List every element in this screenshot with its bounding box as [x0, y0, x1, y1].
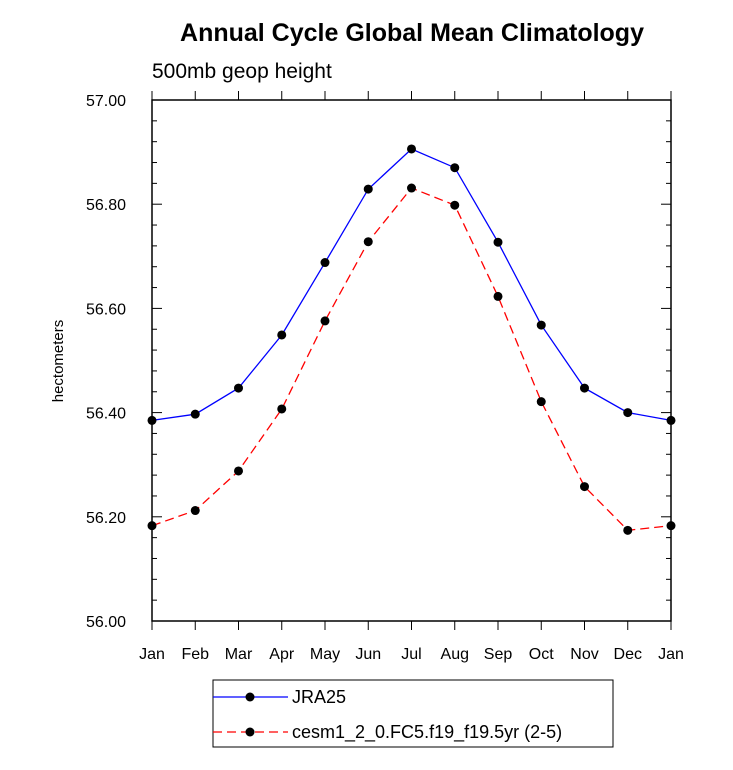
- series-2-point: [623, 525, 633, 535]
- x-tick-label: Mar: [225, 646, 253, 663]
- y-tick-label: 56.20: [86, 510, 126, 527]
- x-tick-label: Jul: [401, 646, 421, 663]
- series-2-point: [450, 200, 460, 210]
- series-2-point: [320, 316, 330, 326]
- x-tick-label: Sep: [484, 646, 513, 663]
- y-tick-label: 56.00: [86, 614, 126, 631]
- series-1-point: [277, 330, 287, 340]
- y-tick-label: 57.00: [86, 93, 126, 110]
- series-2-point: [277, 404, 287, 414]
- series-2-point: [234, 466, 243, 476]
- plot-layer: 56.00 56.20 56.40 56.60 56.80 57.00 Jan Feb Mar A…: [86, 91, 684, 663]
- x-tick-label: May: [310, 646, 340, 663]
- series-1-point: [234, 383, 243, 393]
- legend-box: [212, 679, 614, 748]
- series-1-point: [363, 184, 373, 194]
- series-1-point: [320, 258, 330, 268]
- y-axis-label: hectometers: [50, 320, 67, 403]
- y-tick-label: 56.80: [86, 197, 126, 214]
- series-1-point: [580, 383, 589, 393]
- series-1-point: [147, 415, 157, 425]
- x-tick-label: Nov: [570, 646, 598, 663]
- chart-subtitle: 500mb geop height: [152, 60, 332, 83]
- series-2-point: [190, 506, 200, 516]
- series-1-point: [536, 320, 546, 330]
- x-tick-label: Aug: [441, 646, 469, 663]
- series-1-point: [623, 408, 633, 418]
- series-1-point: [190, 409, 200, 419]
- y-tick-label: 56.60: [86, 301, 126, 318]
- series-1-point: [666, 415, 676, 425]
- x-tick-label: Oct: [529, 646, 554, 663]
- legend-marker-1: [245, 692, 255, 702]
- series-2-point: [580, 482, 589, 492]
- y-tick-label: 56.40: [86, 406, 126, 423]
- series-2-point: [407, 183, 416, 193]
- x-tick-label: Jun: [355, 646, 381, 663]
- series-2-point: [493, 291, 503, 301]
- x-tick-label: Apr: [269, 646, 295, 663]
- legend-marker-2: [245, 727, 255, 737]
- x-tick-label: Jan: [658, 646, 684, 663]
- series-2-point: [363, 237, 373, 247]
- series-line-2: [151, 187, 672, 531]
- legend: JRA25 cesm1_2_0.FC5.f19_f19.5yr (2-5): [212, 679, 614, 748]
- legend-label-2: cesm1_2_0.FC5.f19_f19.5yr (2-5): [292, 722, 562, 743]
- series-2-point: [666, 521, 676, 531]
- series-1-point: [407, 144, 416, 154]
- x-tick-label: Jan: [139, 646, 165, 663]
- series-2-point: [536, 397, 546, 407]
- chart-title: Annual Cycle Global Mean Climatology: [180, 19, 644, 47]
- series-1-point: [493, 237, 503, 247]
- series-2-point: [147, 521, 157, 531]
- legend-label-1: JRA25: [292, 687, 346, 707]
- plot-frame: [151, 99, 672, 622]
- x-tick-label: Dec: [614, 646, 642, 663]
- x-tick-label: Feb: [181, 646, 209, 663]
- series-1-point: [450, 163, 460, 173]
